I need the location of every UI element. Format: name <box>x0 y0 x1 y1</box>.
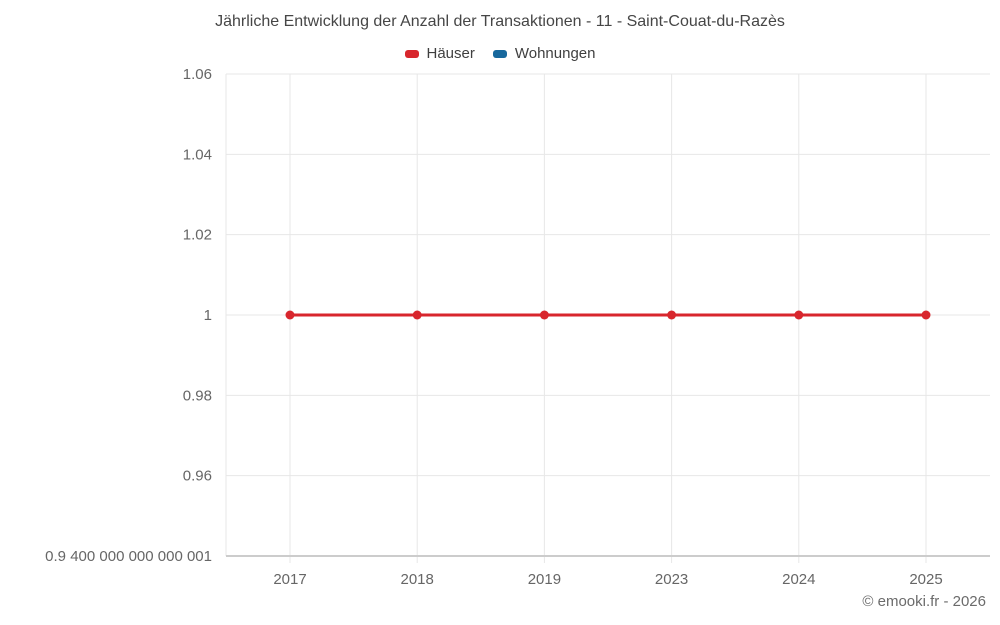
legend-label-hauser: Häuser <box>426 45 475 62</box>
legend-item-hauser[interactable]: Häuser <box>404 45 475 62</box>
legend-swatch-wohnungen <box>492 49 507 58</box>
y-axis-tick-label: 1.06 <box>183 66 212 83</box>
x-axis-tick-label: 2024 <box>782 571 815 588</box>
x-axis-tick-label: 2017 <box>273 571 306 588</box>
x-axis-tick-label: 2023 <box>655 571 688 588</box>
chart-title: Jährliche Entwicklung der Anzahl der Tra… <box>215 13 785 30</box>
data-point-häuser[interactable] <box>539 310 549 320</box>
x-axis-tick-label: 2025 <box>909 571 942 588</box>
y-axis-tick-label: 1.02 <box>183 227 212 244</box>
footer-credit: © emooki.fr - 2026 <box>862 593 986 610</box>
y-axis-tick-label: 0.9 400 000 000 000 001 <box>45 548 212 565</box>
data-point-häuser[interactable] <box>412 310 422 320</box>
x-axis-tick-label: 2019 <box>528 571 561 588</box>
legend: Häuser Wohnungen <box>0 45 1000 62</box>
legend-swatch-hauser <box>404 49 419 58</box>
y-axis-tick-label: 0.98 <box>183 387 212 404</box>
y-axis-tick-label: 1 <box>204 307 212 324</box>
y-axis-tick-label: 0.96 <box>183 468 212 485</box>
data-point-häuser[interactable] <box>667 310 677 320</box>
data-point-häuser[interactable] <box>921 310 931 320</box>
legend-label-wohnungen: Wohnungen <box>514 45 596 62</box>
x-axis-tick-label: 2018 <box>401 571 434 588</box>
data-point-häuser[interactable] <box>794 310 804 320</box>
legend-item-wohnungen[interactable]: Wohnungen <box>492 45 596 62</box>
y-axis-tick-label: 1.04 <box>183 146 212 163</box>
data-point-häuser[interactable] <box>285 310 295 320</box>
